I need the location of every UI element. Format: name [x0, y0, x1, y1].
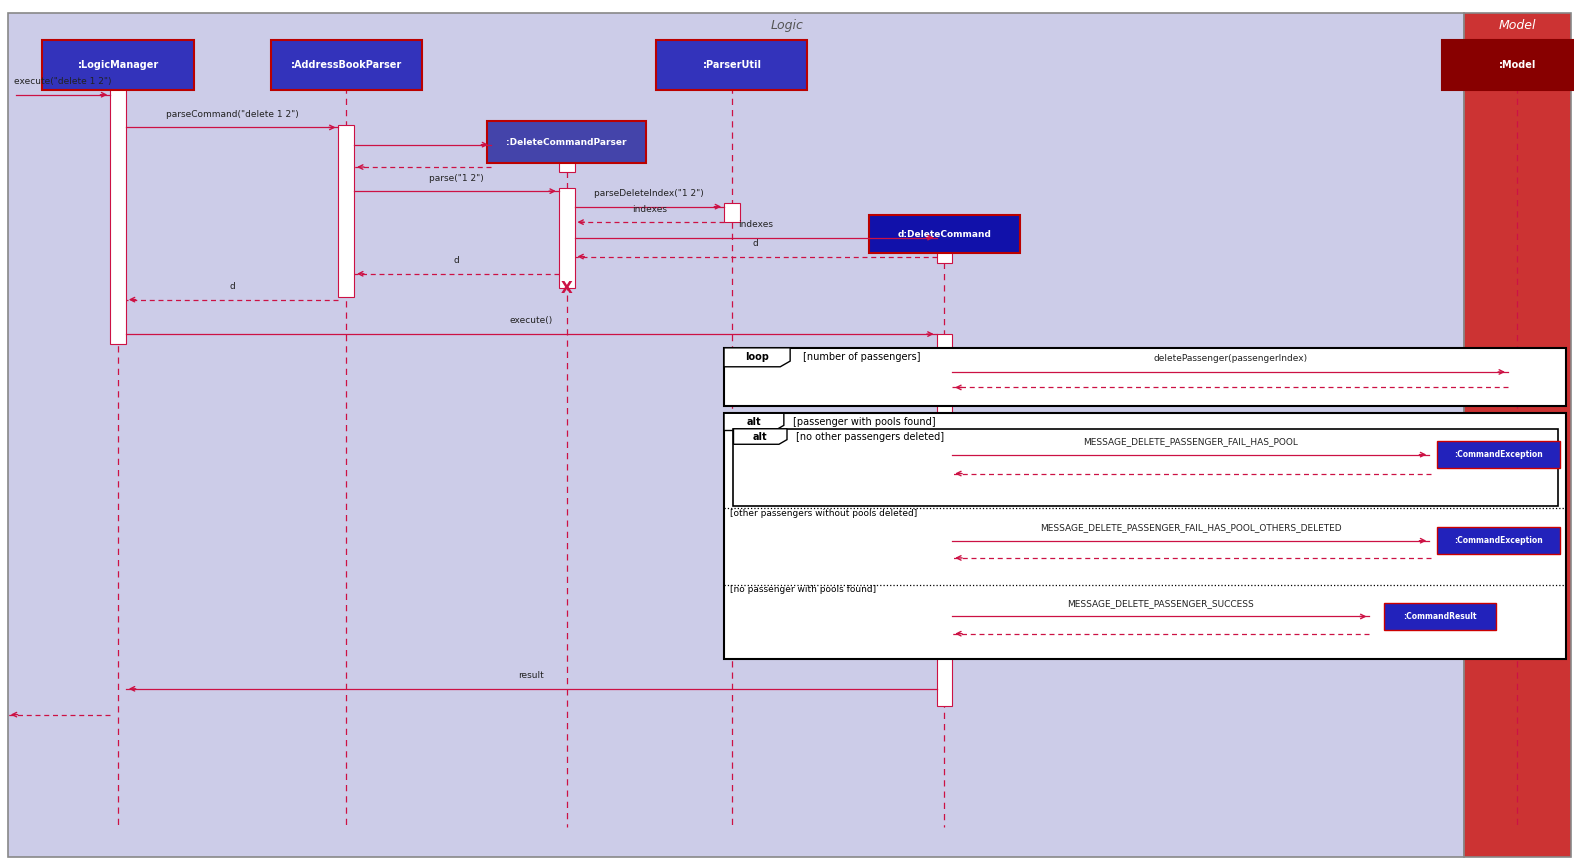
- Text: execute("delete 1 2"): execute("delete 1 2"): [14, 77, 112, 86]
- Text: indexes: indexes: [738, 220, 773, 229]
- Polygon shape: [724, 348, 790, 367]
- FancyBboxPatch shape: [271, 40, 422, 90]
- Text: execute(): execute(): [510, 317, 552, 325]
- Text: :CommandException: :CommandException: [1454, 536, 1543, 545]
- Text: alt: alt: [752, 431, 768, 442]
- Text: :ParserUtil: :ParserUtil: [702, 59, 762, 70]
- Text: Logic: Logic: [771, 19, 803, 33]
- Text: :DeleteCommandParser: :DeleteCommandParser: [507, 138, 626, 146]
- Text: deletePassenger(passengerIndex): deletePassenger(passengerIndex): [1154, 355, 1306, 363]
- Bar: [1509, 369, 1525, 387]
- Text: d: d: [230, 282, 235, 291]
- Text: :CommandException: :CommandException: [1454, 450, 1543, 459]
- Polygon shape: [724, 413, 784, 430]
- FancyBboxPatch shape: [488, 121, 645, 163]
- Text: result: result: [518, 672, 545, 680]
- FancyBboxPatch shape: [869, 215, 1020, 253]
- Polygon shape: [733, 429, 787, 444]
- Text: [other passengers without pools deleted]: [other passengers without pools deleted]: [730, 509, 918, 517]
- Text: d:DeleteCommand: d:DeleteCommand: [897, 230, 992, 238]
- Bar: [733, 429, 1558, 506]
- Bar: [937, 251, 952, 263]
- FancyBboxPatch shape: [1437, 441, 1560, 468]
- Text: loop: loop: [745, 352, 770, 362]
- Bar: [559, 188, 575, 288]
- Bar: [937, 334, 952, 706]
- Text: alt: alt: [746, 417, 762, 427]
- Text: parse("1 2"): parse("1 2"): [430, 174, 483, 183]
- Text: d: d: [453, 257, 460, 265]
- FancyBboxPatch shape: [42, 40, 194, 90]
- Text: Model: Model: [1498, 19, 1536, 33]
- FancyBboxPatch shape: [1442, 40, 1574, 90]
- Text: [passenger with pools found]: [passenger with pools found]: [793, 417, 937, 427]
- Text: [number of passengers]: [number of passengers]: [803, 352, 921, 362]
- Bar: [724, 203, 740, 222]
- Text: MESSAGE_DELETE_PASSENGER_FAIL_HAS_POOL: MESSAGE_DELETE_PASSENGER_FAIL_HAS_POOL: [1083, 437, 1299, 446]
- Text: :AddressBookParser: :AddressBookParser: [291, 59, 401, 70]
- FancyBboxPatch shape: [656, 40, 807, 90]
- Text: indexes: indexes: [631, 205, 667, 214]
- Text: d: d: [752, 239, 759, 248]
- Bar: [724, 348, 1566, 406]
- Bar: [1464, 13, 1571, 857]
- Text: parseDeleteIndex("1 2"): parseDeleteIndex("1 2"): [595, 189, 704, 198]
- Text: :CommandResult: :CommandResult: [1404, 612, 1476, 621]
- Text: :Model: :Model: [1498, 59, 1536, 70]
- Bar: [110, 84, 126, 344]
- Text: MESSAGE_DELETE_PASSENGER_SUCCESS: MESSAGE_DELETE_PASSENGER_SUCCESS: [1067, 599, 1254, 608]
- Bar: [338, 125, 354, 297]
- Text: MESSAGE_DELETE_PASSENGER_FAIL_HAS_POOL_OTHERS_DELETED: MESSAGE_DELETE_PASSENGER_FAIL_HAS_POOL_O…: [1040, 523, 1341, 532]
- Text: :LogicManager: :LogicManager: [77, 59, 159, 70]
- Bar: [559, 160, 575, 172]
- Text: [no passenger with pools found]: [no passenger with pools found]: [730, 585, 877, 594]
- Text: [no other passengers deleted]: [no other passengers deleted]: [796, 431, 944, 442]
- Text: parseCommand("delete 1 2"): parseCommand("delete 1 2"): [165, 110, 299, 119]
- FancyBboxPatch shape: [1437, 527, 1560, 554]
- Text: X: X: [560, 281, 573, 296]
- FancyBboxPatch shape: [1385, 603, 1497, 630]
- Bar: [724, 413, 1566, 659]
